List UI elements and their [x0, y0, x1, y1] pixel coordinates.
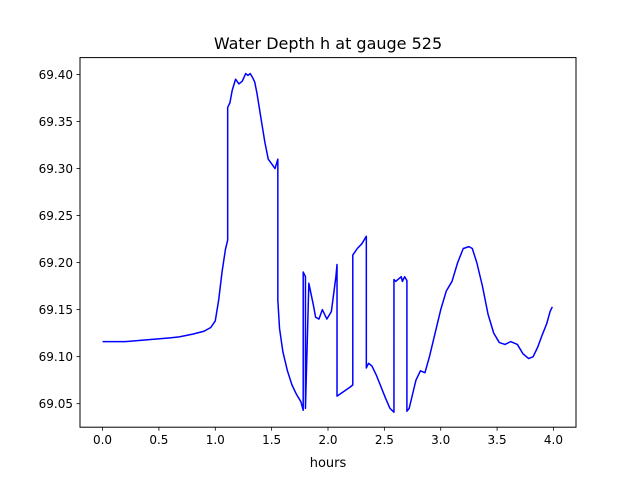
x-tick-label: 2.0: [318, 433, 337, 447]
y-tick-label: 69.30: [39, 162, 73, 176]
y-tick-label: 69.10: [39, 350, 73, 364]
y-tick-label: 69.15: [39, 303, 73, 317]
x-tick-label: 0.0: [93, 433, 112, 447]
plot-area: [102, 72, 554, 413]
x-axis: 0.0 0.5 1.0 1.5 2.0 2.5 3.0 3.5 4.0: [93, 427, 563, 447]
y-axis: 69.05 69.10 69.15 69.20 69.25 69.30 69.35 69.40: [39, 68, 80, 411]
x-axis-label: hours: [310, 456, 347, 471]
y-tick-label: 69.35: [39, 115, 73, 129]
x-tick-label: 3.5: [488, 433, 507, 447]
y-tick-label: 69.25: [39, 209, 73, 223]
x-tick-label: 1.5: [262, 433, 281, 447]
x-tick-label: 3.0: [431, 433, 450, 447]
y-tick-label: 69.40: [39, 68, 73, 82]
y-tick-label: 69.20: [39, 256, 73, 270]
x-tick-label: 1.0: [206, 433, 225, 447]
x-tick-label: 2.5: [375, 433, 394, 447]
chart-title: Water Depth h at gauge 525: [214, 34, 442, 53]
x-tick-label: 0.5: [149, 433, 168, 447]
y-tick-label: 69.05: [39, 397, 73, 411]
x-tick-label: 4.0: [544, 433, 563, 447]
series-line-0: [102, 72, 554, 413]
